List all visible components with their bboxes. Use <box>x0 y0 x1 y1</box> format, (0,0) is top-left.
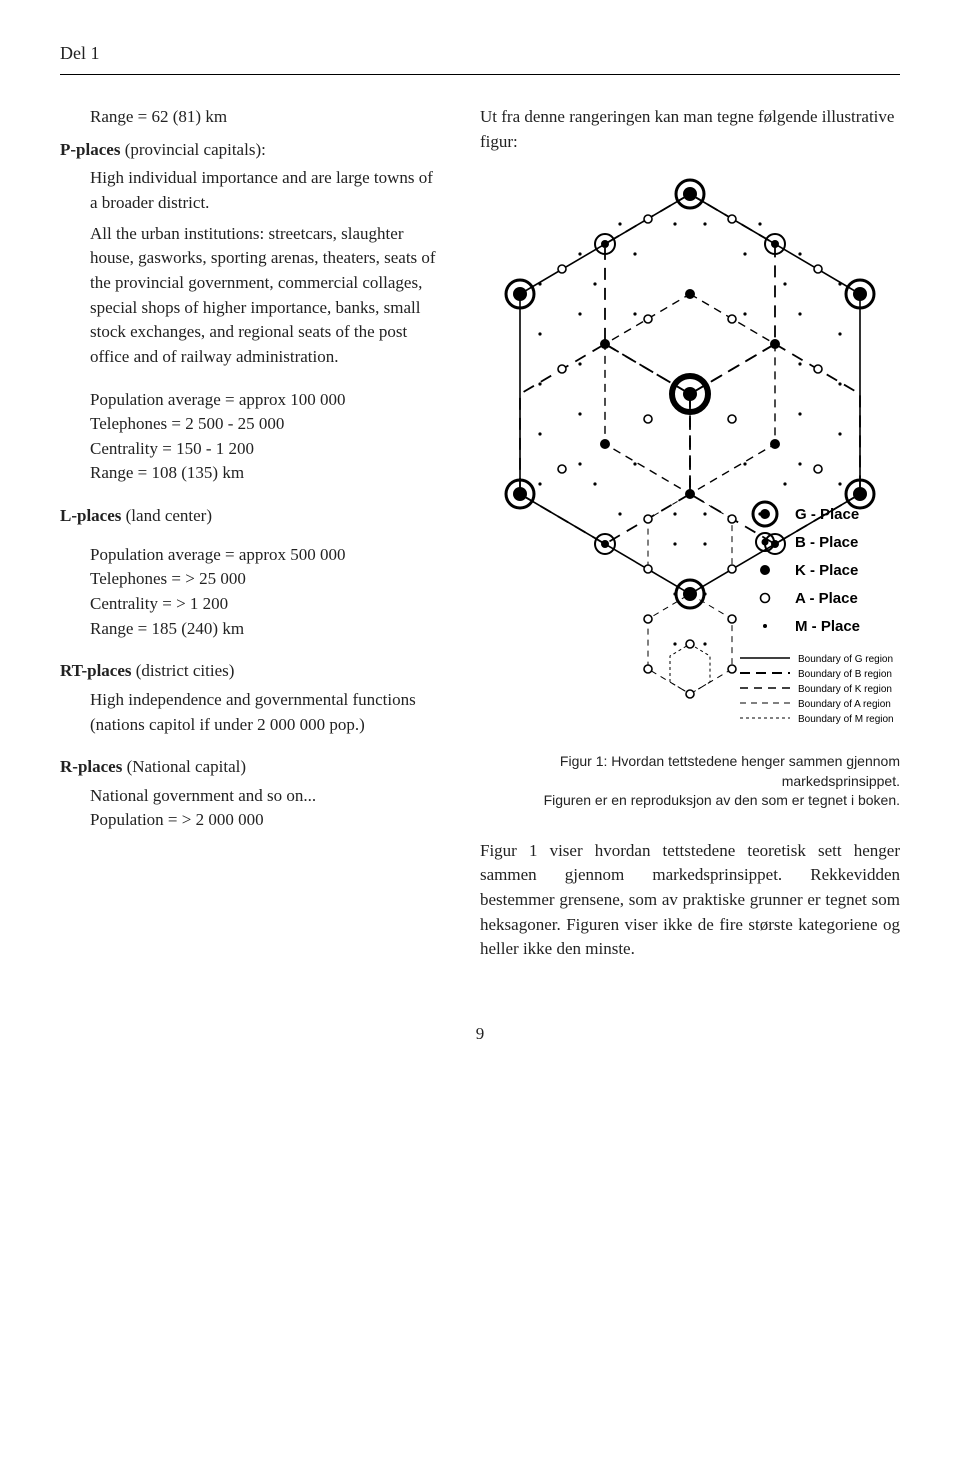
svg-text:Boundary of A region: Boundary of A region <box>798 699 891 710</box>
svg-text:Boundary of K region: Boundary of K region <box>798 684 892 695</box>
figure-caption: Figur 1: Hvordan tettstedene henger samm… <box>480 752 900 811</box>
body-paragraph: Figur 1 viser hvordan tettstedene teoret… <box>480 839 900 962</box>
svg-text:M - Place: M - Place <box>795 618 860 635</box>
svg-text:A - Place: A - Place <box>795 590 858 607</box>
range-line: Range = 62 (81) km <box>90 105 440 130</box>
text-line: (nations capitol if under 2 000 000 pop.… <box>90 713 440 738</box>
lplaces-stats: Population average = approx 500 000Telep… <box>90 543 440 642</box>
rplaces-heading: R-places (National capital) <box>60 755 440 780</box>
caption-line2: Figuren er en reproduksjon av den som er… <box>480 791 900 811</box>
diagram-container: G - Place B - Place K - Place A - Place M - … <box>480 174 900 742</box>
text-line: Population = > 2 000 000 <box>90 808 440 833</box>
pplaces-line1: High individual importance and are large… <box>90 166 440 215</box>
pplaces-stats: Population average = approx 100 000Telep… <box>90 388 440 487</box>
rplaces-title: R-places <box>60 757 122 776</box>
text-line: Centrality = > 1 200 <box>90 592 440 617</box>
text-line: Centrality = 150 - 1 200 <box>90 437 440 462</box>
svg-text:B - Place: B - Place <box>795 534 858 551</box>
text-line: Telephones = 2 500 - 25 000 <box>90 412 440 437</box>
left-column: Range = 62 (81) km P-places (provincial … <box>60 105 440 962</box>
right-intro: Ut fra denne rangeringen kan man tegne f… <box>480 105 900 154</box>
text-line: Population average = approx 100 000 <box>90 388 440 413</box>
page-number: 9 <box>60 1022 900 1047</box>
lplaces-sub: (land center) <box>126 506 212 525</box>
text-line: Range = 185 (240) km <box>90 617 440 642</box>
lplaces-heading: L-places (land center) <box>60 504 440 529</box>
hexagon-diagram: G - Place B - Place K - Place A - Place M - … <box>480 174 900 734</box>
text-line: High independence and governmental funct… <box>90 688 440 713</box>
rtplaces-sub: (district cities) <box>136 661 235 680</box>
page-header: Del 1 <box>60 40 900 66</box>
header-rule <box>60 74 900 75</box>
caption-line1: Figur 1: Hvordan tettstedene henger samm… <box>480 752 900 791</box>
lplaces-title: L-places <box>60 506 121 525</box>
text-line: Population average = approx 500 000 <box>90 543 440 568</box>
pplaces-sub: (provincial capitals): <box>125 140 266 159</box>
rplaces-sub: (National capital) <box>127 757 246 776</box>
svg-text:G - Place: G - Place <box>795 506 859 523</box>
right-column: Ut fra denne rangeringen kan man tegne f… <box>480 105 900 962</box>
rtplaces-heading: RT-places (district cities) <box>60 659 440 684</box>
text-line: Range = 108 (135) km <box>90 461 440 486</box>
svg-text:Boundary of B region: Boundary of B region <box>798 669 892 680</box>
rplaces-lines: National government and so on...Populati… <box>90 784 440 833</box>
pplaces-para: All the urban institutions: streetcars, … <box>90 222 440 370</box>
pplaces-title: P-places <box>60 140 120 159</box>
rtplaces-lines: High independence and governmental funct… <box>90 688 440 737</box>
rtplaces-title: RT-places <box>60 661 132 680</box>
svg-text:K - Place: K - Place <box>795 562 858 579</box>
text-line: National government and so on... <box>90 784 440 809</box>
svg-text:Boundary of M region: Boundary of M region <box>798 714 894 725</box>
text-line: Telephones = > 25 000 <box>90 567 440 592</box>
pplaces-heading: P-places (provincial capitals): <box>60 138 440 163</box>
svg-text:Boundary of G region: Boundary of G region <box>798 654 893 665</box>
two-column-layout: Range = 62 (81) km P-places (provincial … <box>60 105 900 962</box>
